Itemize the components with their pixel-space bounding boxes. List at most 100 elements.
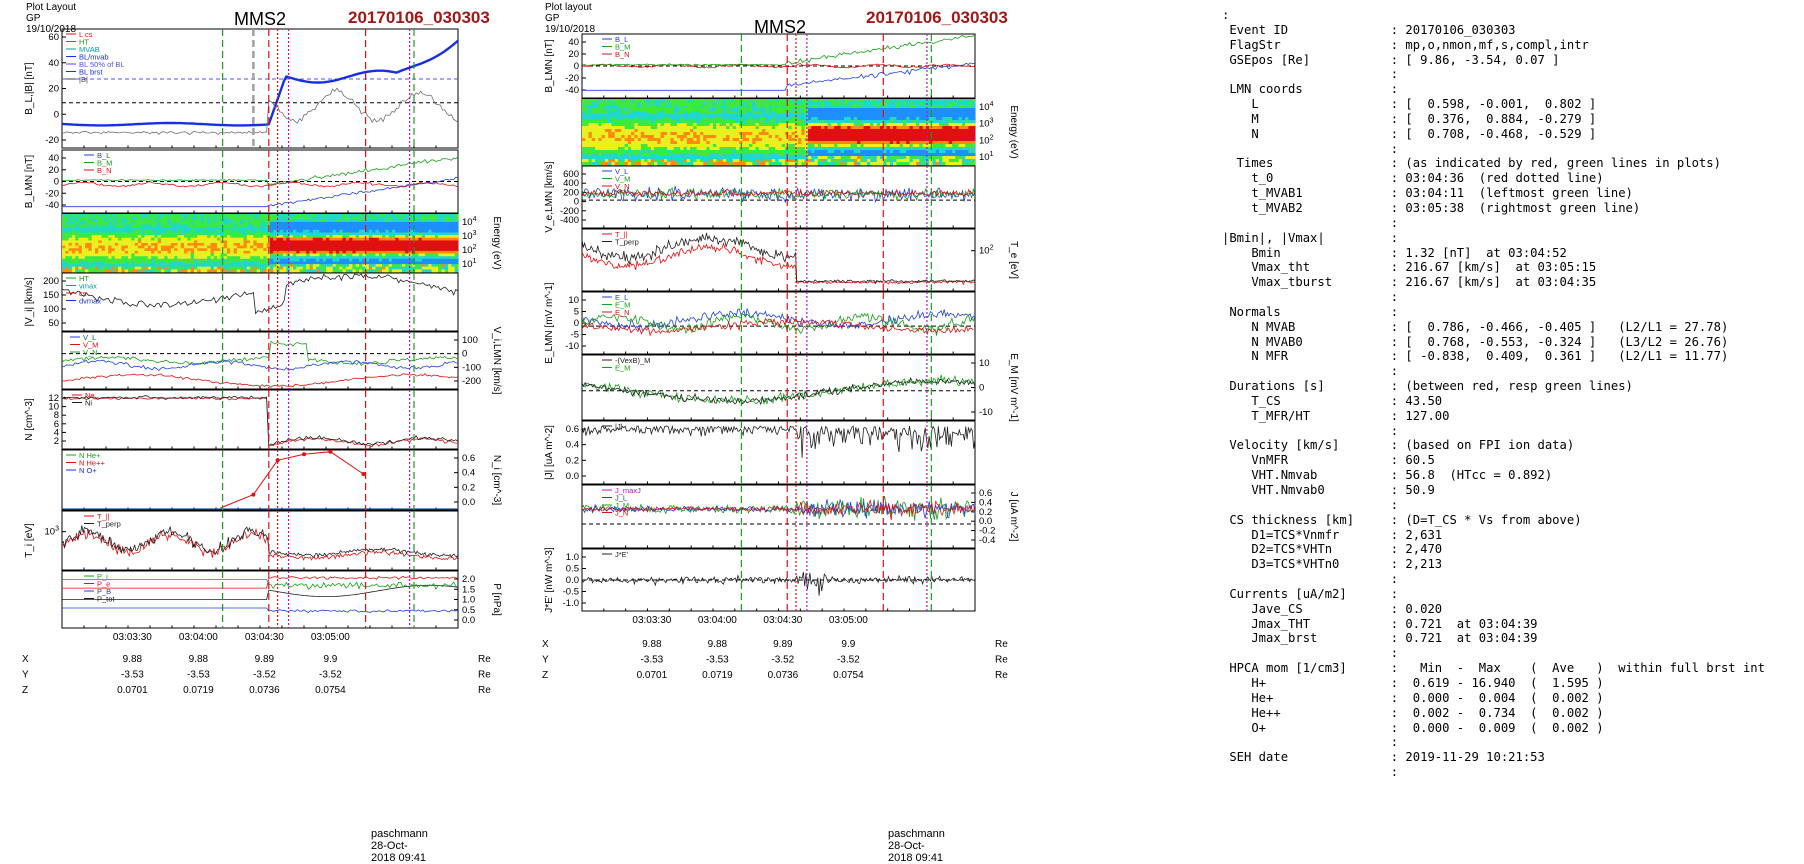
spectrogram-cell [62,238,66,241]
spectrogram-cell [602,111,606,114]
spectrogram-cell [316,230,320,233]
spectrogram-cell [733,99,737,102]
spectrogram-cell [88,235,92,238]
spectrogram-cell [765,126,769,129]
spectrogram-cell [422,259,426,262]
spectrogram-cell [306,262,310,265]
spectrogram-cell [631,129,635,132]
spectrogram-cell [703,135,707,138]
spectrogram-cell [323,235,327,238]
spectrogram-cell [273,222,277,225]
spectrogram-cell [118,222,122,225]
spectrogram-cell [313,240,317,243]
spectrogram-cell [313,227,317,230]
spectrogram-cell [746,129,750,132]
spectrogram-cell [112,219,116,222]
spectrogram-cell [828,144,832,147]
spectrogram-cell [181,256,185,259]
spectrogram-cell [667,105,671,108]
spectrogram-cell [267,222,271,225]
spectrogram-cell [700,156,704,159]
spectrogram-cell [746,108,750,111]
spectrogram-cell [85,233,89,236]
spectrogram-cell [667,144,671,147]
spectrogram-cell [237,235,241,238]
spectrogram-cell [300,230,304,233]
spectrogram-cell [138,267,142,270]
spectrogram-cell [670,111,674,114]
spectrogram-cell [706,153,710,156]
spectrogram-cell [418,217,422,220]
spectrogram-cell [141,217,145,220]
spectrogram-cell [181,248,185,251]
y-axis-label: B_LMN [nT] [544,39,555,93]
spectrogram-cell [184,251,188,254]
spectrogram-cell [395,256,399,259]
spectrogram-cell [402,217,406,220]
spectrogram-cell [746,132,750,135]
spectrogram-cell [283,248,287,251]
spectrogram-cell [661,138,665,141]
spectrogram-cell [831,99,835,102]
spectrogram-cell [818,123,822,126]
spectrogram-cell [356,238,360,241]
spectrogram-cell [313,248,317,251]
spectrogram-cell [164,259,168,262]
spectrogram-cell [108,240,112,243]
spectrogram-cell [323,256,327,259]
spectrogram-cell [648,156,652,159]
spectrogram-cell [369,256,373,259]
spectrogram-cell [667,108,671,111]
spectrogram-cell [184,238,188,241]
spectrogram-cell [356,248,360,251]
spectrogram-cell [316,214,320,217]
spectrogram-cell [310,254,314,257]
spectrogram-cell [339,217,343,220]
spectrogram-cell [638,162,642,165]
spectrogram-cell [72,264,76,267]
spectrogram-cell [428,214,432,217]
spectrogram-cell [782,138,786,141]
spectrogram-cell [442,256,446,259]
spectrogram-cell [811,138,815,141]
spectrogram-cell [815,150,819,153]
spectrogram-cell [145,238,149,241]
spectrogram-cell [589,162,593,165]
spectrogram-cell [326,235,330,238]
spectrogram-cell [788,147,792,150]
spectrogram-cell [197,214,201,217]
spectrogram-cell [824,138,828,141]
spectrogram-cell [598,135,602,138]
spectrogram-cell [824,129,828,132]
spectrogram-cell [736,129,740,132]
spectrogram-cell [697,123,701,126]
spectrogram-cell [260,219,264,222]
spectrogram-cell [736,99,740,102]
spectrogram-cell [592,132,596,135]
spectrogram-cell [290,230,294,233]
spectrogram-cell [422,219,426,222]
spectrogram-cell [92,254,96,257]
spectrogram-cell [445,259,449,262]
spectrogram-cell [369,219,373,222]
spectrogram-cell [779,105,783,108]
spectrogram-cell [224,227,228,230]
spectrogram-cell [240,233,244,236]
spectrogram-cell [98,256,102,259]
spectrogram-cell [204,235,208,238]
spectrogram-cell [834,108,838,111]
spectrogram-cell [729,126,733,129]
spectrogram-cell [118,248,122,251]
spectrogram-cell [181,217,185,220]
spectrogram-cell [247,240,251,243]
spectrogram-cell [376,259,380,262]
spectrogram-cell [801,159,805,162]
spectrogram-cell [88,214,92,217]
spectrogram-cell [428,222,432,225]
spectrogram-cell [815,108,819,111]
spectrogram-cell [260,243,264,246]
spectrogram-cell [108,254,112,257]
spectrogram-cell [385,214,389,217]
spectrogram-cell [224,254,228,257]
spectrogram-cell [316,248,320,251]
